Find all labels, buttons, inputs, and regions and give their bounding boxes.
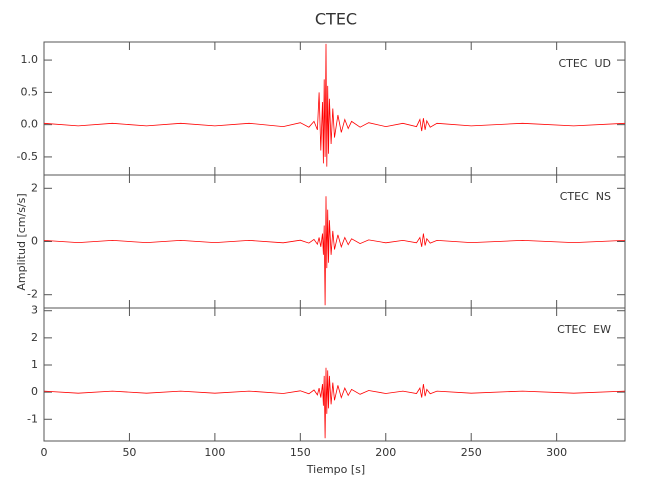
x-tick-label: 200 (375, 446, 396, 459)
waveform (43, 196, 626, 306)
x-tick-label: 150 (290, 446, 311, 459)
x-tick-label: 50 (122, 446, 136, 459)
legend-label: CTEC NS (560, 190, 611, 203)
chart-title: CTEC (315, 10, 357, 29)
y-tick-label: -0.5 (17, 150, 38, 163)
y-tick-label: 2 (31, 181, 38, 194)
y-tick-label: 0.0 (21, 118, 39, 131)
y-axis-label: Amplitud [cm/s/s] (15, 193, 28, 290)
panel-frame (43, 307, 626, 442)
waveform (43, 43, 626, 167)
y-tick-label: 0 (31, 235, 38, 248)
y-tick-label: 0 (31, 385, 38, 398)
panel-frame (43, 41, 626, 176)
x-tick-label: 250 (461, 446, 482, 459)
y-tick-label: 1 (31, 358, 38, 371)
legend-label: CTEC EW (557, 323, 611, 336)
y-tick-label: 2 (31, 331, 38, 344)
x-tick-label: 100 (204, 446, 225, 459)
legend-label: CTEC UD (558, 57, 611, 70)
waveform (43, 367, 626, 439)
y-tick-label: 3 (31, 304, 38, 317)
y-tick-label: -2 (27, 288, 38, 301)
x-tick-label: 300 (546, 446, 567, 459)
y-tick-label: -1 (27, 412, 38, 425)
x-axis-label: Tiempo [s] (306, 463, 365, 476)
x-tick-label: 0 (41, 446, 48, 459)
y-tick-label: 0.5 (21, 85, 39, 98)
y-tick-label: 1.0 (21, 53, 39, 66)
